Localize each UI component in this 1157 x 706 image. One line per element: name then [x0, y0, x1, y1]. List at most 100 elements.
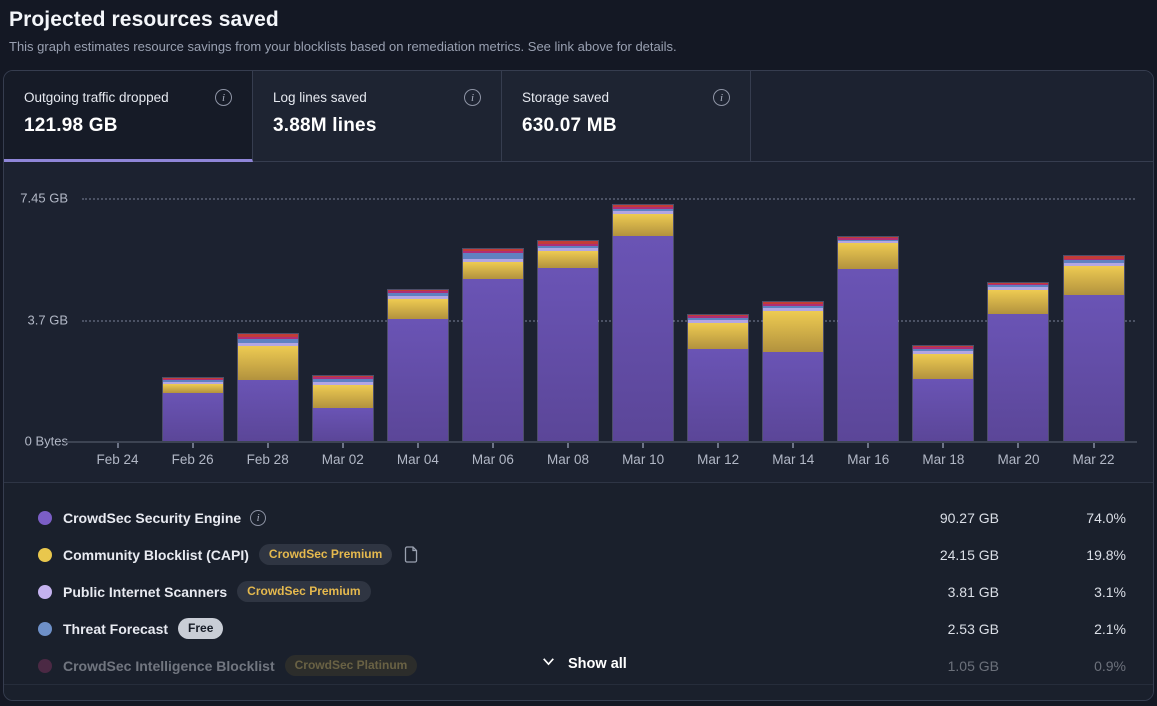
chart-slot: Feb 28 [230, 162, 305, 467]
legend-percent: 74.0% [1086, 509, 1126, 526]
stacked-bar[interactable] [912, 345, 975, 441]
stacked-bar[interactable] [987, 282, 1050, 441]
bar-segment [538, 248, 598, 251]
stacked-bar[interactable] [161, 377, 224, 441]
legend-row-public-internet-scanners[interactable]: Public Internet Scanners CrowdSec Premium… [4, 573, 1153, 610]
bar-segment [237, 346, 298, 380]
bar-segment [613, 211, 674, 214]
bar-segment [988, 287, 1049, 290]
x-axis-tick [191, 443, 194, 448]
bar-slots: Feb 24 Feb 26 Feb 28 Mar 02 Mar 04 Mar 06 Mar … [80, 162, 1131, 467]
info-icon[interactable]: i [464, 89, 481, 106]
legend-percent: 2.1% [1094, 620, 1126, 637]
document-icon[interactable] [404, 546, 418, 563]
legend-name: CrowdSec Security Engine [63, 509, 242, 526]
x-axis-tick [116, 443, 119, 448]
bar-segment [237, 343, 298, 346]
bar-segment [1063, 260, 1124, 263]
info-icon[interactable]: i [250, 509, 267, 526]
x-axis-tick [717, 443, 720, 448]
chart-slot: Mar 04 [380, 162, 455, 467]
gridline [82, 320, 1135, 323]
show-all-button[interactable]: Show all [540, 653, 627, 674]
bar-segment [838, 240, 899, 241]
legend-name: Public Internet Scanners [63, 583, 228, 600]
tab-log-lines-saved[interactable]: Log lines saved i 3.88M lines [253, 71, 502, 162]
bar-segment [462, 249, 523, 251]
legend-row-threat-forecast[interactable]: Threat Forecast Free 2.53 GB 2.1% [4, 610, 1153, 647]
bar-segment [913, 349, 974, 351]
legend-value: 24.15 GB [939, 546, 999, 563]
metric-tabs: Outgoing traffic dropped i 121.98 GB Log li… [4, 71, 1153, 162]
x-axis-label: Mar 08 [546, 452, 590, 467]
info-icon[interactable]: i [215, 89, 232, 106]
chart-slot: Mar 02 [305, 162, 380, 467]
bar-segment [838, 238, 899, 240]
stacked-bar[interactable] [687, 314, 750, 441]
bar-segment [237, 334, 298, 337]
tab-label: Log lines saved [273, 90, 367, 105]
tier-badge: CrowdSec Platinum [284, 655, 418, 676]
bar-segment [312, 408, 373, 441]
stacked-bar[interactable] [311, 375, 374, 441]
bar-segment [688, 349, 749, 441]
tab-outgoing-traffic-dropped[interactable]: Outgoing traffic dropped i 121.98 GB [4, 71, 253, 162]
x-axis-label: Mar 14 [772, 452, 815, 467]
bar-segment [913, 379, 974, 441]
stacked-bar[interactable] [386, 289, 449, 441]
stacked-bar[interactable] [762, 301, 825, 441]
legend-row-crowdsec-security-engine[interactable]: CrowdSec Security Engine i 90.27 GB 74.0% [4, 499, 1153, 536]
legend-row-crowdsec-intelligence-blocklist[interactable]: CrowdSec Intelligence Blocklist CrowdSec … [4, 647, 1153, 684]
y-axis-label: 7.45 GB [20, 190, 68, 206]
bar-segment [613, 205, 674, 207]
bar-segment [613, 236, 674, 441]
bar-segment [613, 209, 674, 211]
bar-segment [312, 382, 373, 385]
x-axis-label: Mar 04 [396, 452, 439, 467]
bar-segment [162, 393, 223, 441]
bar-segment [1063, 263, 1124, 266]
blocklist-legend: CrowdSec Security Engine i 90.27 GB 74.0% Co… [4, 482, 1153, 700]
bar-segment [988, 314, 1049, 441]
tab-header-row: Storage saved i [522, 89, 730, 106]
page-title: Projected resources saved [9, 8, 279, 31]
bar-segment [387, 319, 448, 441]
bar-segment [1063, 259, 1124, 260]
stacked-bar[interactable] [236, 333, 299, 441]
legend-row-community-blocklist-capi[interactable]: Community Blocklist (CAPI) CrowdSec Premi… [4, 536, 1153, 573]
stacked-bar[interactable] [837, 236, 900, 441]
bar-segment [838, 243, 899, 269]
chevron-down-icon [540, 653, 557, 674]
bar-segment [688, 323, 749, 349]
info-icon[interactable]: i [713, 89, 730, 106]
stacked-bar[interactable] [612, 204, 675, 441]
legend-value: 3.81 GB [947, 583, 999, 600]
x-axis-tick [567, 443, 569, 448]
bar-segment [312, 379, 373, 382]
x-axis-tick [266, 443, 269, 448]
x-axis-tick [341, 443, 344, 448]
bar-segment [763, 306, 824, 308]
bar-segment [763, 311, 824, 352]
bar-segment [988, 290, 1049, 314]
stacked-bar[interactable] [461, 248, 524, 441]
x-axis-label: Feb 24 [96, 452, 139, 467]
x-axis-tick [491, 443, 494, 448]
bar-segment [538, 251, 598, 268]
bar-segment [838, 269, 899, 441]
bar-segment [763, 308, 824, 311]
legend-name: CrowdSec Intelligence Blocklist [63, 657, 275, 674]
page-subtitle: This graph estimates resource savings fr… [9, 39, 677, 54]
bar-segment [387, 299, 448, 319]
bar-segment [538, 244, 598, 246]
bar-segment [387, 293, 448, 296]
legend-percent: 19.8% [1086, 546, 1126, 563]
chart-slot: Mar 06 [455, 162, 530, 467]
bar-segment [913, 354, 974, 379]
stacked-bar[interactable] [537, 240, 599, 441]
tab-storage-saved[interactable]: Storage saved i 630.07 MB [502, 71, 751, 162]
series-color-dot [38, 658, 52, 673]
bar-segment [688, 316, 749, 318]
bar-segment [162, 380, 223, 382]
stacked-bar[interactable] [1062, 255, 1125, 441]
